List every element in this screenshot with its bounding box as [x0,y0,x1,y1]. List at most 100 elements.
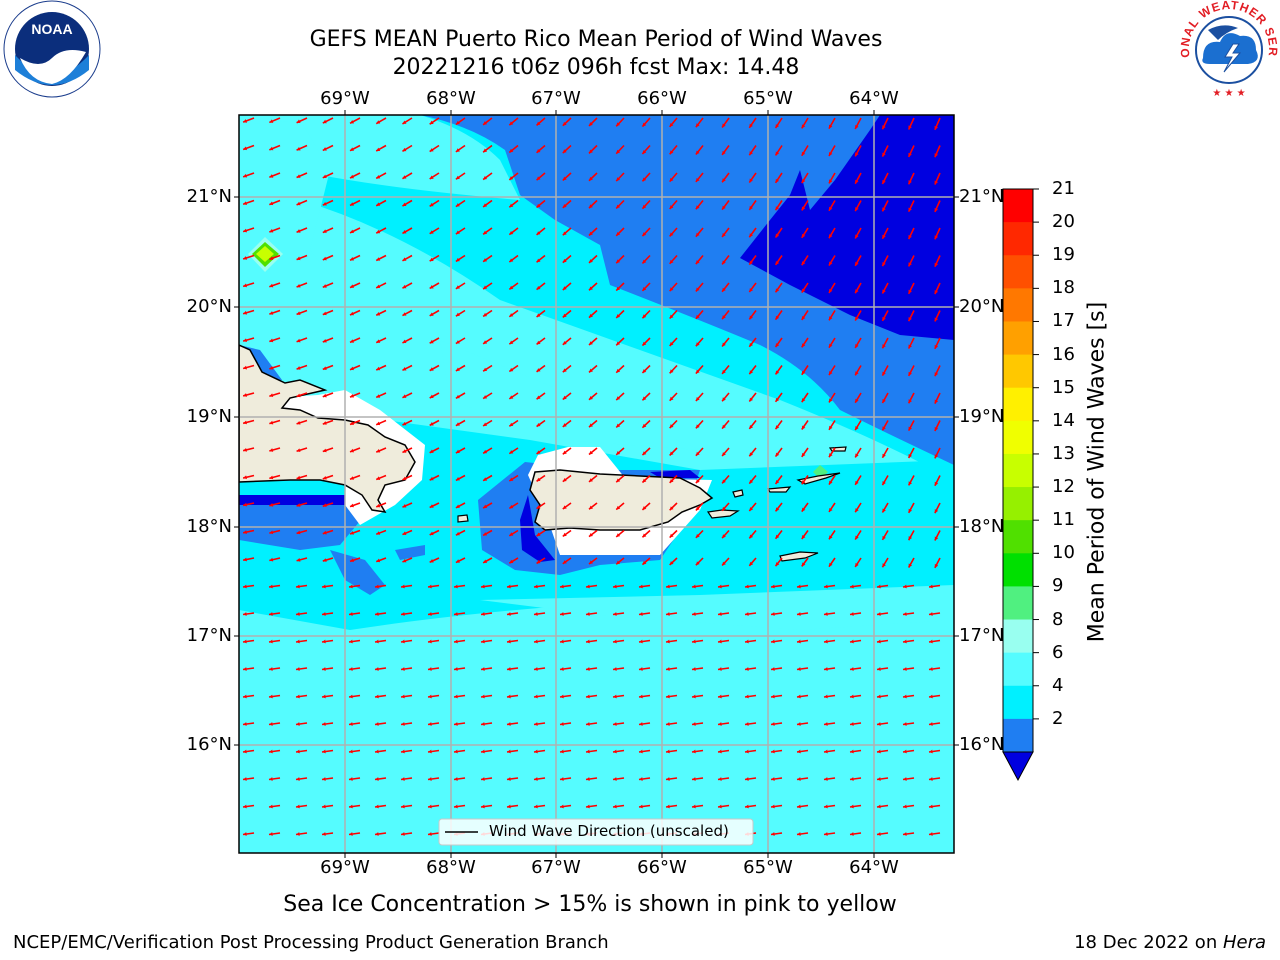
colorbar-tick-label: 6 [1052,641,1064,663]
wave-direction-arrow-head [243,256,248,260]
wave-direction-arrow-head [243,722,247,726]
wave-direction-arrow-head [269,311,274,315]
wave-direction-arrow-head [613,667,617,671]
wave-direction-arrow-head [775,178,780,183]
wave-direction-arrow-head [536,532,541,537]
wave-direction-arrow-head [401,804,405,809]
wave-direction-arrow-head [797,612,801,616]
wave-direction-arrow-head [402,421,407,426]
wave-direction-arrow-head [616,286,621,291]
wave-direction-arrow-head [749,397,754,402]
wave-direction-arrow-head [903,612,907,616]
wave-direction-arrow-head [824,832,828,836]
wave-direction-arrow-head [908,344,912,349]
wave-direction-arrow-head [269,119,274,123]
wave-direction-arrow-head [908,454,913,459]
wave-direction-arrow-head [669,424,674,429]
wave-direction-arrow-head [455,367,460,371]
wave-direction-arrow-head [296,584,300,589]
wave-direction-arrow-head [797,639,801,644]
wave-direction-arrow-head [669,314,674,319]
wave-direction-arrow-head [824,804,828,809]
wave-direction-arrow-head [429,312,434,316]
wave-direction-arrow-head [401,612,405,616]
wave-direction-arrow-head [642,259,647,264]
wave-direction-arrow-head [376,257,381,261]
wave-direction-arrow-head [269,694,273,699]
wave-direction-arrow-head [455,285,460,289]
wave-direction-arrow-head [829,425,833,430]
wave-direction-arrow-head [639,694,643,699]
wave-direction-arrow-head [296,777,300,781]
wave-direction-arrow-head [376,202,381,206]
wave-direction-arrow-head [376,531,381,535]
wave-direction-arrow-head [269,338,274,343]
wave-direction-arrow-head [322,338,327,343]
wave-direction-arrow-head [589,122,593,126]
wave-direction-arrow-head [243,310,248,315]
wave-direction-arrow-head [455,148,460,152]
wave-direction-arrow-head [749,534,754,539]
wave-direction-arrow-head [375,832,379,836]
wave-direction-arrow-head [507,584,511,589]
wave-direction-arrow-head [322,119,327,124]
wave-direction-arrow-head [428,694,432,699]
wave-direction-arrow-head [855,261,859,266]
wave-direction-arrow-head [481,639,485,644]
land-hispaniola [239,344,416,513]
wave-direction-arrow-head [850,722,854,726]
wave-direction-arrow-head [589,396,593,400]
wave-direction-arrow-head [613,804,617,809]
wave-direction-arrow-head [243,557,247,562]
colorbar-tick-label: 9 [1052,575,1064,597]
wave-direction-arrow-head [666,612,670,616]
wave-direction-arrow-head [882,180,886,185]
colorbar-under-triangle [1002,751,1034,782]
wave-direction-arrow-head [481,722,485,726]
wave-direction-arrow-head [695,150,700,155]
wave-direction-arrow-head [850,639,854,644]
wave-direction-arrow-head [536,505,541,509]
wave-direction-arrow-head [775,370,780,375]
wave-direction-arrow-head [350,421,354,425]
wave-direction-arrow-head [322,147,327,151]
wave-direction-arrow-head [745,694,749,699]
wave-direction-arrow-head [771,749,775,754]
period-spot-small [813,465,828,479]
wave-direction-arrow-head [722,123,726,128]
nws-logo: NATIONAL WEATHER SERVICE ★ ★ ★ [1178,0,1279,99]
lon-label-top: 64°W [849,88,899,109]
wave-direction-arrow-head [855,124,859,129]
lon-label-bottom: 69°W [320,857,370,878]
wave-direction-arrow-head [534,694,538,699]
wave-direction-arrow-head [801,425,806,430]
wave-direction-arrow-head [850,804,854,809]
wave-direction-arrow-head [296,229,301,233]
wave-direction-arrow-head [718,694,722,699]
wave-direction-arrow-head [509,559,514,564]
wave-direction-arrow-head [429,476,434,481]
wave-direction-arrow-head [797,832,801,836]
wave-direction-arrow-head [586,612,590,616]
wave-direction-arrow-head [829,288,833,293]
wave-direction-arrow-head [642,560,647,565]
wave-direction-arrow-head [562,532,567,537]
wave-direction-arrow-head [829,562,833,567]
wave-direction-arrow-head [771,639,775,644]
wave-direction-arrow-head [771,804,775,809]
wave-direction-arrow-head [908,399,912,404]
wave-direction-arrow-head [613,694,617,699]
wave-direction-arrow-head [402,558,407,563]
wave-direction-arrow-head [797,777,801,781]
wave-direction-arrow-head [349,804,353,809]
wave-direction-arrow-head [296,639,300,644]
wave-direction-arrow-head [481,667,485,671]
map-tick-marks [234,110,959,858]
wave-direction-arrow-head [349,612,353,616]
wave-direction-arrow-head [745,639,749,644]
wave-direction-arrow-head [616,560,621,565]
wave-direction-arrow-head [402,120,407,124]
wave-direction-arrow-head [639,639,643,644]
wave-direction-arrow-head [829,206,833,211]
wave-direction-arrow-head [376,476,381,480]
